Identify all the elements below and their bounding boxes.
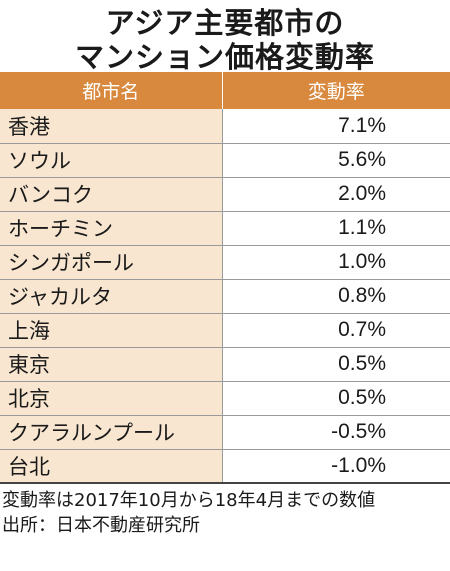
city-name: 北京	[0, 381, 223, 416]
city-name: クアラルンプール	[0, 415, 223, 450]
table-row: シンガポール 1.0%	[0, 245, 450, 280]
city-name: 台北	[0, 449, 223, 484]
city-name: 香港	[0, 109, 223, 144]
change-rate: 1.1%	[222, 211, 450, 246]
city-name: バンコク	[0, 177, 223, 212]
change-rate: 0.5%	[222, 347, 450, 382]
table-row: 上海 0.7%	[0, 313, 450, 348]
city-name: 上海	[0, 313, 223, 348]
city-name: ソウル	[0, 143, 223, 178]
table-row: 北京 0.5%	[0, 381, 450, 416]
price-change-table: 都市名 変動率 香港 7.1% ソウル 5.6% バンコク 2.0% ホーチミン…	[0, 72, 450, 484]
table-row: 台北 -1.0%	[0, 449, 450, 484]
table-row: 東京 0.5%	[0, 347, 450, 382]
footnotes: 変動率は2017年10月から18年4月までの数値 出所：日本不動産研究所	[0, 484, 450, 538]
change-rate: 1.0%	[222, 245, 450, 280]
title-line-2: マンション価格変動率	[74, 40, 375, 74]
table-row: クアラルンプール -0.5%	[0, 415, 450, 450]
period-note: 変動率は2017年10月から18年4月までの数値	[2, 490, 376, 511]
change-rate: -1.0%	[222, 449, 450, 484]
change-rate: 0.5%	[222, 381, 450, 416]
page-title: アジア主要都市の マンション価格変動率	[0, 0, 450, 74]
city-name: 東京	[0, 347, 223, 382]
title-line-1: アジア主要都市の	[105, 6, 345, 40]
change-rate: 0.7%	[222, 313, 450, 348]
table-header-row: 都市名 変動率	[0, 72, 450, 109]
header-city: 都市名	[0, 72, 223, 109]
city-name: ホーチミン	[0, 211, 223, 246]
table-row: ソウル 5.6%	[0, 143, 450, 178]
city-name: シンガポール	[0, 245, 223, 280]
table-row: ホーチミン 1.1%	[0, 211, 450, 246]
table-row: バンコク 2.0%	[0, 177, 450, 212]
change-rate: 7.1%	[222, 109, 450, 144]
change-rate: 0.8%	[222, 279, 450, 314]
header-rate: 変動率	[222, 72, 450, 109]
table-row: 香港 7.1%	[0, 109, 450, 144]
change-rate: 5.6%	[222, 143, 450, 178]
change-rate: 2.0%	[222, 177, 450, 212]
city-name: ジャカルタ	[0, 279, 223, 314]
table-row: ジャカルタ 0.8%	[0, 279, 450, 314]
change-rate: -0.5%	[222, 415, 450, 450]
source-note: 出所：日本不動産研究所	[2, 515, 200, 536]
